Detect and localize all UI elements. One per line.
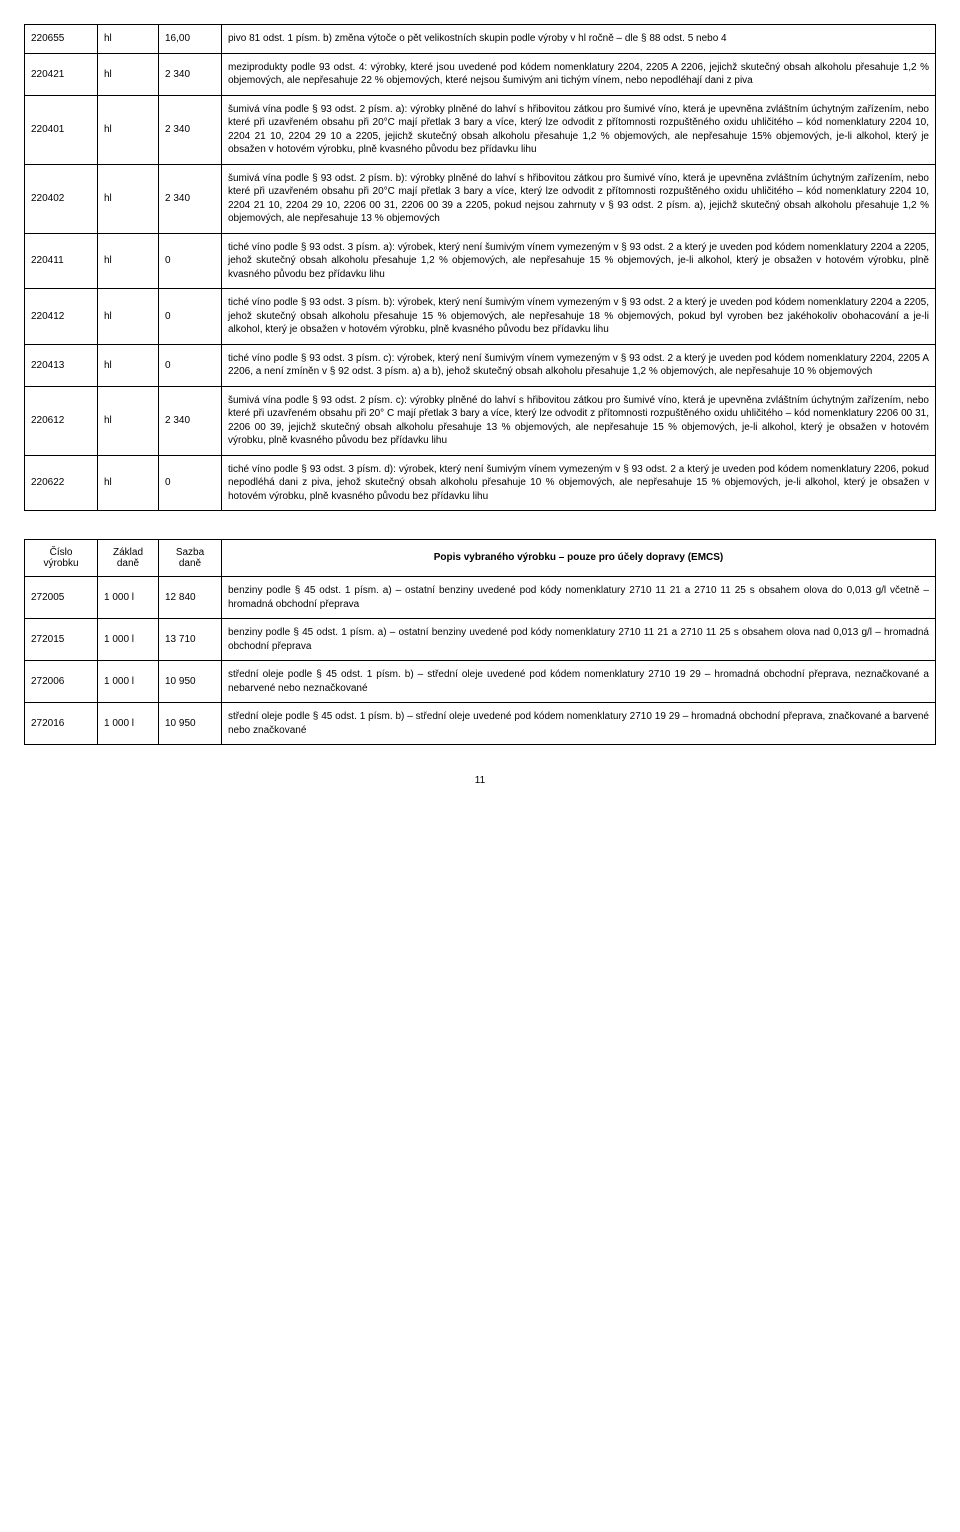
cell-code: 220413 [25,344,98,386]
cell-desc: střední oleje podle § 45 odst. 1 písm. b… [222,703,936,745]
table-row: 220622hl0tiché víno podle § 93 odst. 3 p… [25,455,936,511]
page-number: 11 [24,775,936,786]
cell-unit: hl [98,289,159,345]
cell-rate: 0 [159,289,222,345]
cell-desc: tiché víno podle § 93 odst. 3 písm. b): … [222,289,936,345]
cell-unit: hl [98,386,159,455]
table-row: 220612hl2 340šumivá vína podle § 93 odst… [25,386,936,455]
table-row: 220411hl0tiché víno podle § 93 odst. 3 p… [25,233,936,289]
cell-desc: meziprodukty podle 93 odst. 4: výrobky, … [222,53,936,95]
cell-desc: šumivá vína podle § 93 odst. 2 písm. c):… [222,386,936,455]
cell-desc: šumivá vína podle § 93 odst. 2 písm. a):… [222,95,936,164]
table-products-2: Číslo výrobku Základ daně Sazba daně Pop… [24,539,936,745]
cell-unit: hl [98,25,159,54]
table-products-1: 220655hl16,00pivo 81 odst. 1 písm. b) zm… [24,24,936,511]
cell-code: 220401 [25,95,98,164]
cell-rate: 10 950 [159,703,222,745]
cell-desc: tiché víno podle § 93 odst. 3 písm. c): … [222,344,936,386]
col-header-rate: Sazba daně [159,540,222,577]
cell-code: 220402 [25,164,98,233]
table-row: 2720151 000 l13 710benziny podle § 45 od… [25,619,936,661]
cell-code: 272006 [25,661,98,703]
cell-unit: hl [98,233,159,289]
cell-rate: 10 950 [159,661,222,703]
cell-code: 272015 [25,619,98,661]
cell-rate: 13 710 [159,619,222,661]
cell-rate: 2 340 [159,386,222,455]
cell-rate: 12 840 [159,577,222,619]
cell-unit: 1 000 l [98,661,159,703]
cell-unit: hl [98,344,159,386]
cell-code: 220612 [25,386,98,455]
col-header-code: Číslo výrobku [25,540,98,577]
cell-unit: hl [98,53,159,95]
cell-rate: 0 [159,455,222,511]
cell-code: 220421 [25,53,98,95]
table-row: 2720051 000 l12 840benziny podle § 45 od… [25,577,936,619]
cell-unit: 1 000 l [98,703,159,745]
table-row: 220421hl2 340meziprodukty podle 93 odst.… [25,53,936,95]
cell-code: 220622 [25,455,98,511]
cell-code: 220411 [25,233,98,289]
cell-desc: tiché víno podle § 93 odst. 3 písm. d): … [222,455,936,511]
cell-desc: střední oleje podle § 45 odst. 1 písm. b… [222,661,936,703]
cell-rate: 0 [159,344,222,386]
cell-code: 220655 [25,25,98,54]
cell-desc: benziny podle § 45 odst. 1 písm. a) – os… [222,577,936,619]
cell-desc: pivo 81 odst. 1 písm. b) změna výtoče o … [222,25,936,54]
col-header-unit: Základ daně [98,540,159,577]
cell-unit: hl [98,164,159,233]
table-row: 220402hl2 340šumivá vína podle § 93 odst… [25,164,936,233]
cell-rate: 16,00 [159,25,222,54]
table-row: 220412hl0tiché víno podle § 93 odst. 3 p… [25,289,936,345]
table-header-row: Číslo výrobku Základ daně Sazba daně Pop… [25,540,936,577]
cell-unit: hl [98,95,159,164]
cell-desc: tiché víno podle § 93 odst. 3 písm. a): … [222,233,936,289]
cell-code: 272005 [25,577,98,619]
cell-unit: 1 000 l [98,577,159,619]
cell-rate: 0 [159,233,222,289]
cell-code: 220412 [25,289,98,345]
cell-unit: hl [98,455,159,511]
table-row: 2720161 000 l10 950střední oleje podle §… [25,703,936,745]
cell-desc: šumivá vína podle § 93 odst. 2 písm. b):… [222,164,936,233]
table-row: 220413hl0tiché víno podle § 93 odst. 3 p… [25,344,936,386]
col-header-desc: Popis vybraného výrobku – pouze pro účel… [222,540,936,577]
table-row: 220401hl2 340šumivá vína podle § 93 odst… [25,95,936,164]
cell-code: 272016 [25,703,98,745]
cell-rate: 2 340 [159,164,222,233]
table-row: 220655hl16,00pivo 81 odst. 1 písm. b) zm… [25,25,936,54]
cell-rate: 2 340 [159,95,222,164]
table-row: 2720061 000 l10 950střední oleje podle §… [25,661,936,703]
cell-rate: 2 340 [159,53,222,95]
cell-desc: benziny podle § 45 odst. 1 písm. a) – os… [222,619,936,661]
cell-unit: 1 000 l [98,619,159,661]
